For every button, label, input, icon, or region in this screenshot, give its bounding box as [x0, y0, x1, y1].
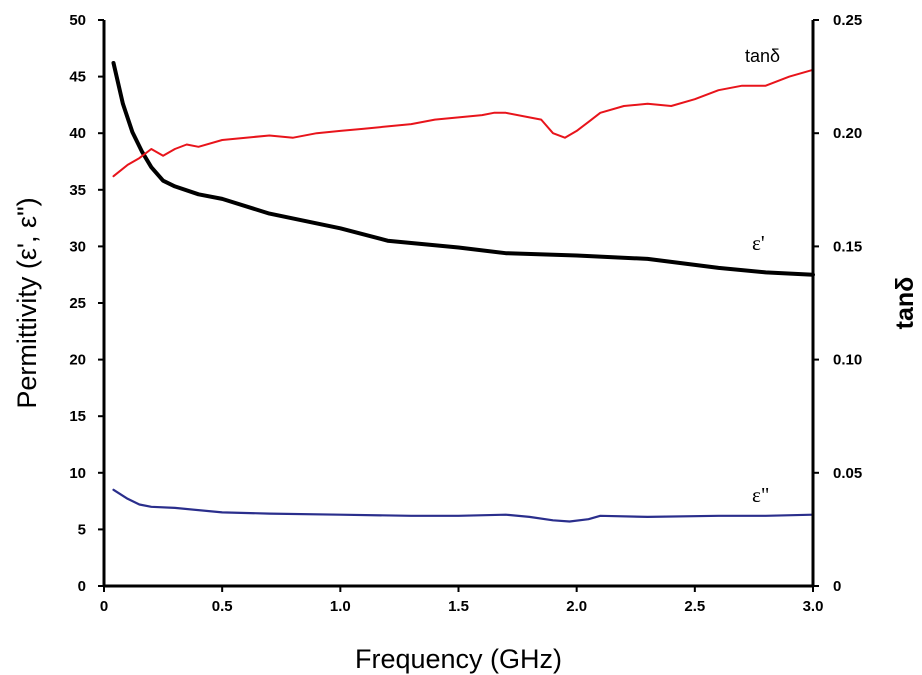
axes — [102, 20, 815, 588]
x-tick-label: 2.0 — [566, 598, 587, 615]
y-tick-label: 15 — [69, 408, 86, 425]
y2-tick-label: 0.15 — [833, 238, 862, 255]
y-tick-label: 10 — [69, 465, 86, 482]
y-axis-title: Permittivity (ε', ε") — [12, 197, 42, 408]
series-line-epsilon-double-prime — [112, 488, 815, 523]
y-tick-label: 5 — [78, 521, 86, 538]
y2-tick-label: 0.10 — [833, 352, 862, 369]
y2-tick-label: 0.20 — [833, 125, 862, 142]
y-tick-label: 45 — [69, 69, 86, 86]
series-line-tan-delta — [112, 68, 814, 178]
x-tick-label: 0 — [100, 598, 108, 615]
y-tick-label: 20 — [69, 352, 86, 369]
series-line-epsilon-prime — [111, 61, 815, 277]
y-tick-label: 25 — [69, 295, 86, 312]
y-tick-label: 40 — [69, 125, 86, 142]
x-tick-label: 3.0 — [803, 598, 824, 615]
ticks: 0 0.5 1.0 1.5 2.0 2.5 3.0 0 5 10 15 20 25 30 35 40 45 50 0… — [69, 12, 862, 615]
y-tick-label: 50 — [69, 12, 86, 29]
y-tick-label: 30 — [69, 238, 86, 255]
y2-tick-label: 0.25 — [833, 12, 862, 29]
y-tick-label: 35 — [69, 182, 86, 199]
x-axis-title: Frequency (GHz) — [355, 644, 562, 674]
series-label-epsilon-prime: ε' — [752, 231, 765, 255]
y-tick-label: 0 — [78, 578, 86, 595]
x-tick-label: 1.0 — [330, 598, 351, 615]
series-label-tan-delta: tanδ — [745, 46, 780, 66]
series-label-epsilon-double-prime: ε" — [752, 483, 769, 507]
y2-tick-label: 0 — [833, 578, 841, 595]
y2-axis-title: tanδ — [891, 277, 919, 330]
x-tick-label: 1.5 — [448, 598, 469, 615]
plot-lines — [111, 61, 815, 523]
x-tick-label: 0.5 — [212, 598, 233, 615]
x-tick-label: 2.5 — [684, 598, 705, 615]
y2-tick-label: 0.05 — [833, 465, 862, 482]
